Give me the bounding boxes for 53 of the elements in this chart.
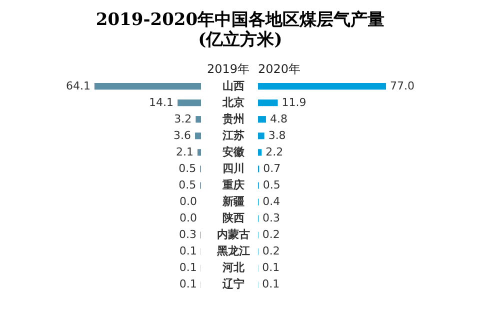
y-tick-label: 四川 (222, 162, 244, 175)
y-tick-label: 重庆 (222, 178, 244, 192)
data-label: 0.5 (262, 178, 280, 192)
y-tick-label: 新疆 (222, 195, 244, 208)
series-label: 2019年 (206, 62, 250, 76)
data-label: 3.8 (268, 128, 286, 142)
y-tick-label: 内蒙古 (217, 228, 250, 242)
data-label: 3.2 (174, 112, 192, 126)
bar (258, 116, 266, 123)
data-label: 0.5 (178, 162, 196, 175)
data-label: 14.1 (149, 96, 174, 109)
y-tick-label: 安徽 (222, 145, 246, 158)
bar (198, 149, 201, 156)
bar (258, 82, 386, 90)
data-label: 0.1 (262, 261, 280, 274)
data-label: 3.6 (174, 128, 192, 142)
data-label: 0.7 (263, 162, 281, 175)
bar (196, 116, 201, 123)
data-label: 11.9 (282, 96, 306, 109)
data-label: 0.4 (262, 195, 280, 208)
text: 2019-2020年中国各地区煤层气产量 (96, 10, 385, 30)
data-label: 2.2 (266, 145, 284, 158)
y-tick-label: 山西 (222, 79, 244, 92)
data-label: 64.1 (66, 79, 90, 92)
bar (258, 132, 264, 140)
data-label: 0.1 (179, 261, 197, 274)
y-tick-label: 河北 (222, 261, 246, 274)
series-label: 2020年 (258, 62, 301, 76)
y-tick-label: 北京 (222, 96, 244, 109)
data-label: 77.0 (390, 79, 414, 92)
data-label: 0.3 (262, 212, 280, 225)
bar (94, 82, 201, 90)
bar (195, 132, 201, 140)
data-label: 0.3 (179, 228, 196, 242)
data-label: 0.1 (179, 244, 197, 258)
data-label: 0.1 (262, 278, 280, 291)
y-tick-label: 黑龙江 (216, 244, 250, 258)
text: (亿立方米) (198, 30, 282, 50)
data-label: 0.5 (178, 178, 196, 192)
bar (258, 100, 278, 106)
data-label: 0.1 (179, 278, 197, 291)
data-label: 0.2 (262, 228, 280, 242)
bar (178, 100, 201, 106)
data-label: 0.2 (262, 244, 280, 258)
y-tick-label: 辽宁 (222, 278, 244, 291)
data-label: 0.0 (180, 195, 197, 208)
bar (258, 149, 262, 156)
data-label: 4.8 (270, 112, 288, 126)
y-tick-label: 贵州 (222, 112, 244, 126)
y-tick-label: 江苏 (222, 128, 244, 142)
data-label: 2.1 (176, 145, 194, 158)
y-tick-label: 陕西 (222, 212, 244, 225)
data-label: 0.0 (180, 212, 197, 225)
